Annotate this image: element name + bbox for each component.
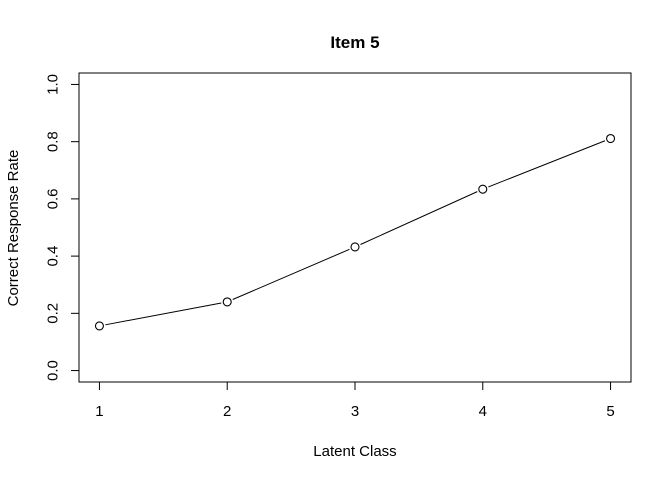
y-tick-label: 0.2 (45, 303, 62, 324)
data-point (94, 321, 104, 331)
series-line-segment (360, 191, 478, 245)
x-tick-label: 4 (479, 403, 487, 420)
x-tick-label: 3 (351, 403, 359, 420)
y-tick-label: 0.4 (45, 246, 62, 267)
x-axis-label: Latent Class (313, 443, 396, 460)
chart-title: Item 5 (330, 33, 379, 52)
data-point (350, 242, 360, 252)
data-point (606, 133, 616, 144)
series (94, 133, 616, 331)
series-line-segment (232, 248, 350, 300)
x-axis: 1 2 3 4 5 (95, 381, 615, 420)
y-tick-label: 0.6 (45, 188, 62, 209)
y-tick-label: 0.8 (45, 131, 62, 152)
x-tick-label: 5 (606, 403, 614, 420)
data-point (478, 184, 488, 194)
y-tick-label: 1.0 (45, 74, 62, 95)
series-line-segment (105, 302, 222, 326)
x-tick-label: 1 (95, 403, 103, 420)
y-axis: 0.0 0.2 0.4 0.6 0.8 1.0 (45, 74, 80, 381)
plot-frame (78, 72, 632, 383)
series-line-segment (488, 140, 606, 188)
series-layer (94, 133, 616, 331)
y-tick-label: 0.0 (45, 360, 62, 381)
x-tick-label: 2 (223, 403, 231, 420)
y-axis-label: Correct Response Rate (5, 150, 22, 307)
data-point (222, 297, 232, 307)
